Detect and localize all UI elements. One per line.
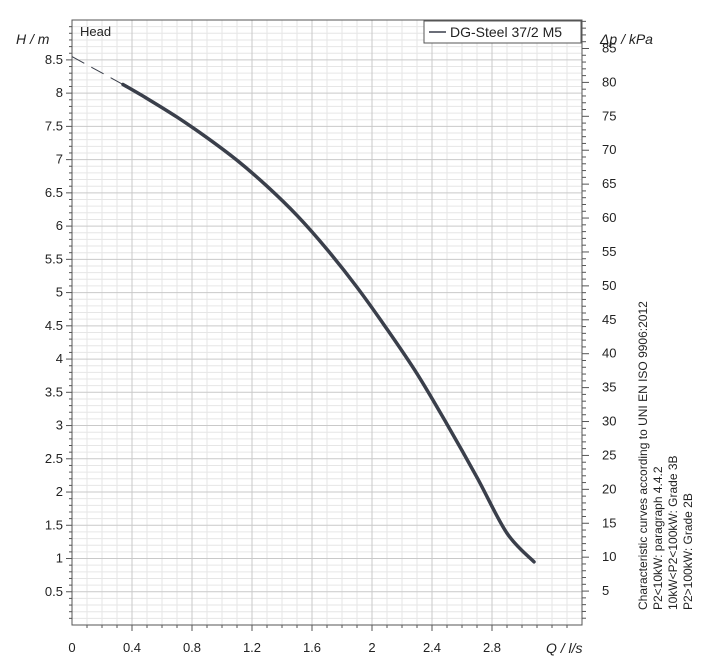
y-right-tick-label: 35 bbox=[602, 380, 616, 395]
y-left-tick-label: 4.5 bbox=[45, 318, 63, 333]
y-right-tick-label: 80 bbox=[602, 74, 616, 89]
y-right-tick-label: 60 bbox=[602, 210, 616, 225]
standard-notes: Characteristic curves according to UNI E… bbox=[636, 301, 695, 610]
y-right-tick-label: 45 bbox=[602, 312, 616, 327]
y-left-tick-label: 6.5 bbox=[45, 185, 63, 200]
y-right-tick-label: 70 bbox=[602, 142, 616, 157]
y-left-tick-label: 8.5 bbox=[45, 52, 63, 67]
note-line-2: P2<10kW: paragraph 4.4.2 bbox=[651, 466, 665, 610]
y-left-tick-label: 3.5 bbox=[45, 384, 63, 399]
y-axis-label-left: H / m bbox=[16, 31, 50, 47]
y-left-tick-label: 5 bbox=[56, 285, 63, 300]
x-tick-label: 2 bbox=[368, 640, 375, 655]
legend: DG-Steel 37/2 M5 bbox=[423, 20, 582, 44]
right-axis-ticks: 5 10 15 20 25 30 35 40 45 50 55 60 65 70 75 80 85 bbox=[582, 20, 616, 619]
major-gridlines bbox=[72, 20, 582, 625]
y-left-tick-label: 1 bbox=[56, 551, 63, 566]
y-left-tick-label: 3 bbox=[56, 418, 63, 433]
x-tick-label: 0.4 bbox=[123, 640, 141, 655]
series-line-dg-steel bbox=[121, 82, 536, 564]
y-right-tick-label: 75 bbox=[602, 108, 616, 123]
note-line-1: Characteristic curves according to UNI E… bbox=[636, 301, 650, 610]
legend-box bbox=[423, 20, 582, 44]
y-right-tick-label: 10 bbox=[602, 549, 616, 564]
y-right-tick-label: 85 bbox=[602, 40, 616, 55]
y-right-tick-label: 55 bbox=[602, 244, 616, 259]
x-tick-label: 2.4 bbox=[423, 640, 441, 655]
y-right-tick-label: 25 bbox=[602, 447, 616, 462]
x-tick-label: 0.8 bbox=[183, 640, 201, 655]
x-tick-label: 2.8 bbox=[483, 640, 501, 655]
y-right-tick-label: 40 bbox=[602, 346, 616, 361]
minor-gridlines bbox=[72, 20, 582, 625]
note-line-3: 10kW<P2<100kW: Grade 3B bbox=[666, 455, 680, 610]
y-left-tick-label: 8 bbox=[56, 85, 63, 100]
y-axis-label-right: Δp / kPa bbox=[599, 31, 653, 47]
y-right-tick-label: 65 bbox=[602, 176, 616, 191]
left-axis-ticks: 0.5 1 1.5 2 2.5 3 3.5 4 4.5 5 5.5 6 6.5 7 7.5 8 8.5 bbox=[45, 26, 72, 619]
panel-label: Head bbox=[80, 24, 111, 39]
y-left-tick-label: 7.5 bbox=[45, 118, 63, 133]
curve-extrapolation bbox=[72, 56, 124, 85]
y-left-tick-label: 0.5 bbox=[45, 584, 63, 599]
y-left-tick-label: 1.5 bbox=[45, 517, 63, 532]
note-line-4: P2>100kW: Grade 2B bbox=[681, 493, 695, 610]
y-right-tick-label: 15 bbox=[602, 515, 616, 530]
y-left-tick-label: 4 bbox=[56, 351, 63, 366]
y-left-tick-label: 6 bbox=[56, 218, 63, 233]
bottom-axis-ticks: 0 0.4 0.8 1.2 1.6 2 2.4 2.8 bbox=[68, 625, 568, 655]
y-right-tick-label: 30 bbox=[602, 414, 616, 429]
y-left-tick-label: 7 bbox=[56, 152, 63, 167]
y-left-tick-label: 2.5 bbox=[45, 451, 63, 466]
y-left-tick-label: 2 bbox=[56, 484, 63, 499]
y-right-tick-label: 20 bbox=[602, 481, 616, 496]
legend-entry-dg-steel: DG-Steel 37/2 M5 bbox=[450, 24, 562, 40]
y-right-tick-label: 50 bbox=[602, 278, 616, 293]
x-tick-label: 1.6 bbox=[303, 640, 321, 655]
y-left-tick-label: 5.5 bbox=[45, 251, 63, 266]
y-right-tick-label: 5 bbox=[602, 583, 609, 598]
x-axis-label: Q / l/s bbox=[546, 640, 583, 656]
x-tick-label: 0 bbox=[68, 640, 75, 655]
x-tick-label: 1.2 bbox=[243, 640, 261, 655]
